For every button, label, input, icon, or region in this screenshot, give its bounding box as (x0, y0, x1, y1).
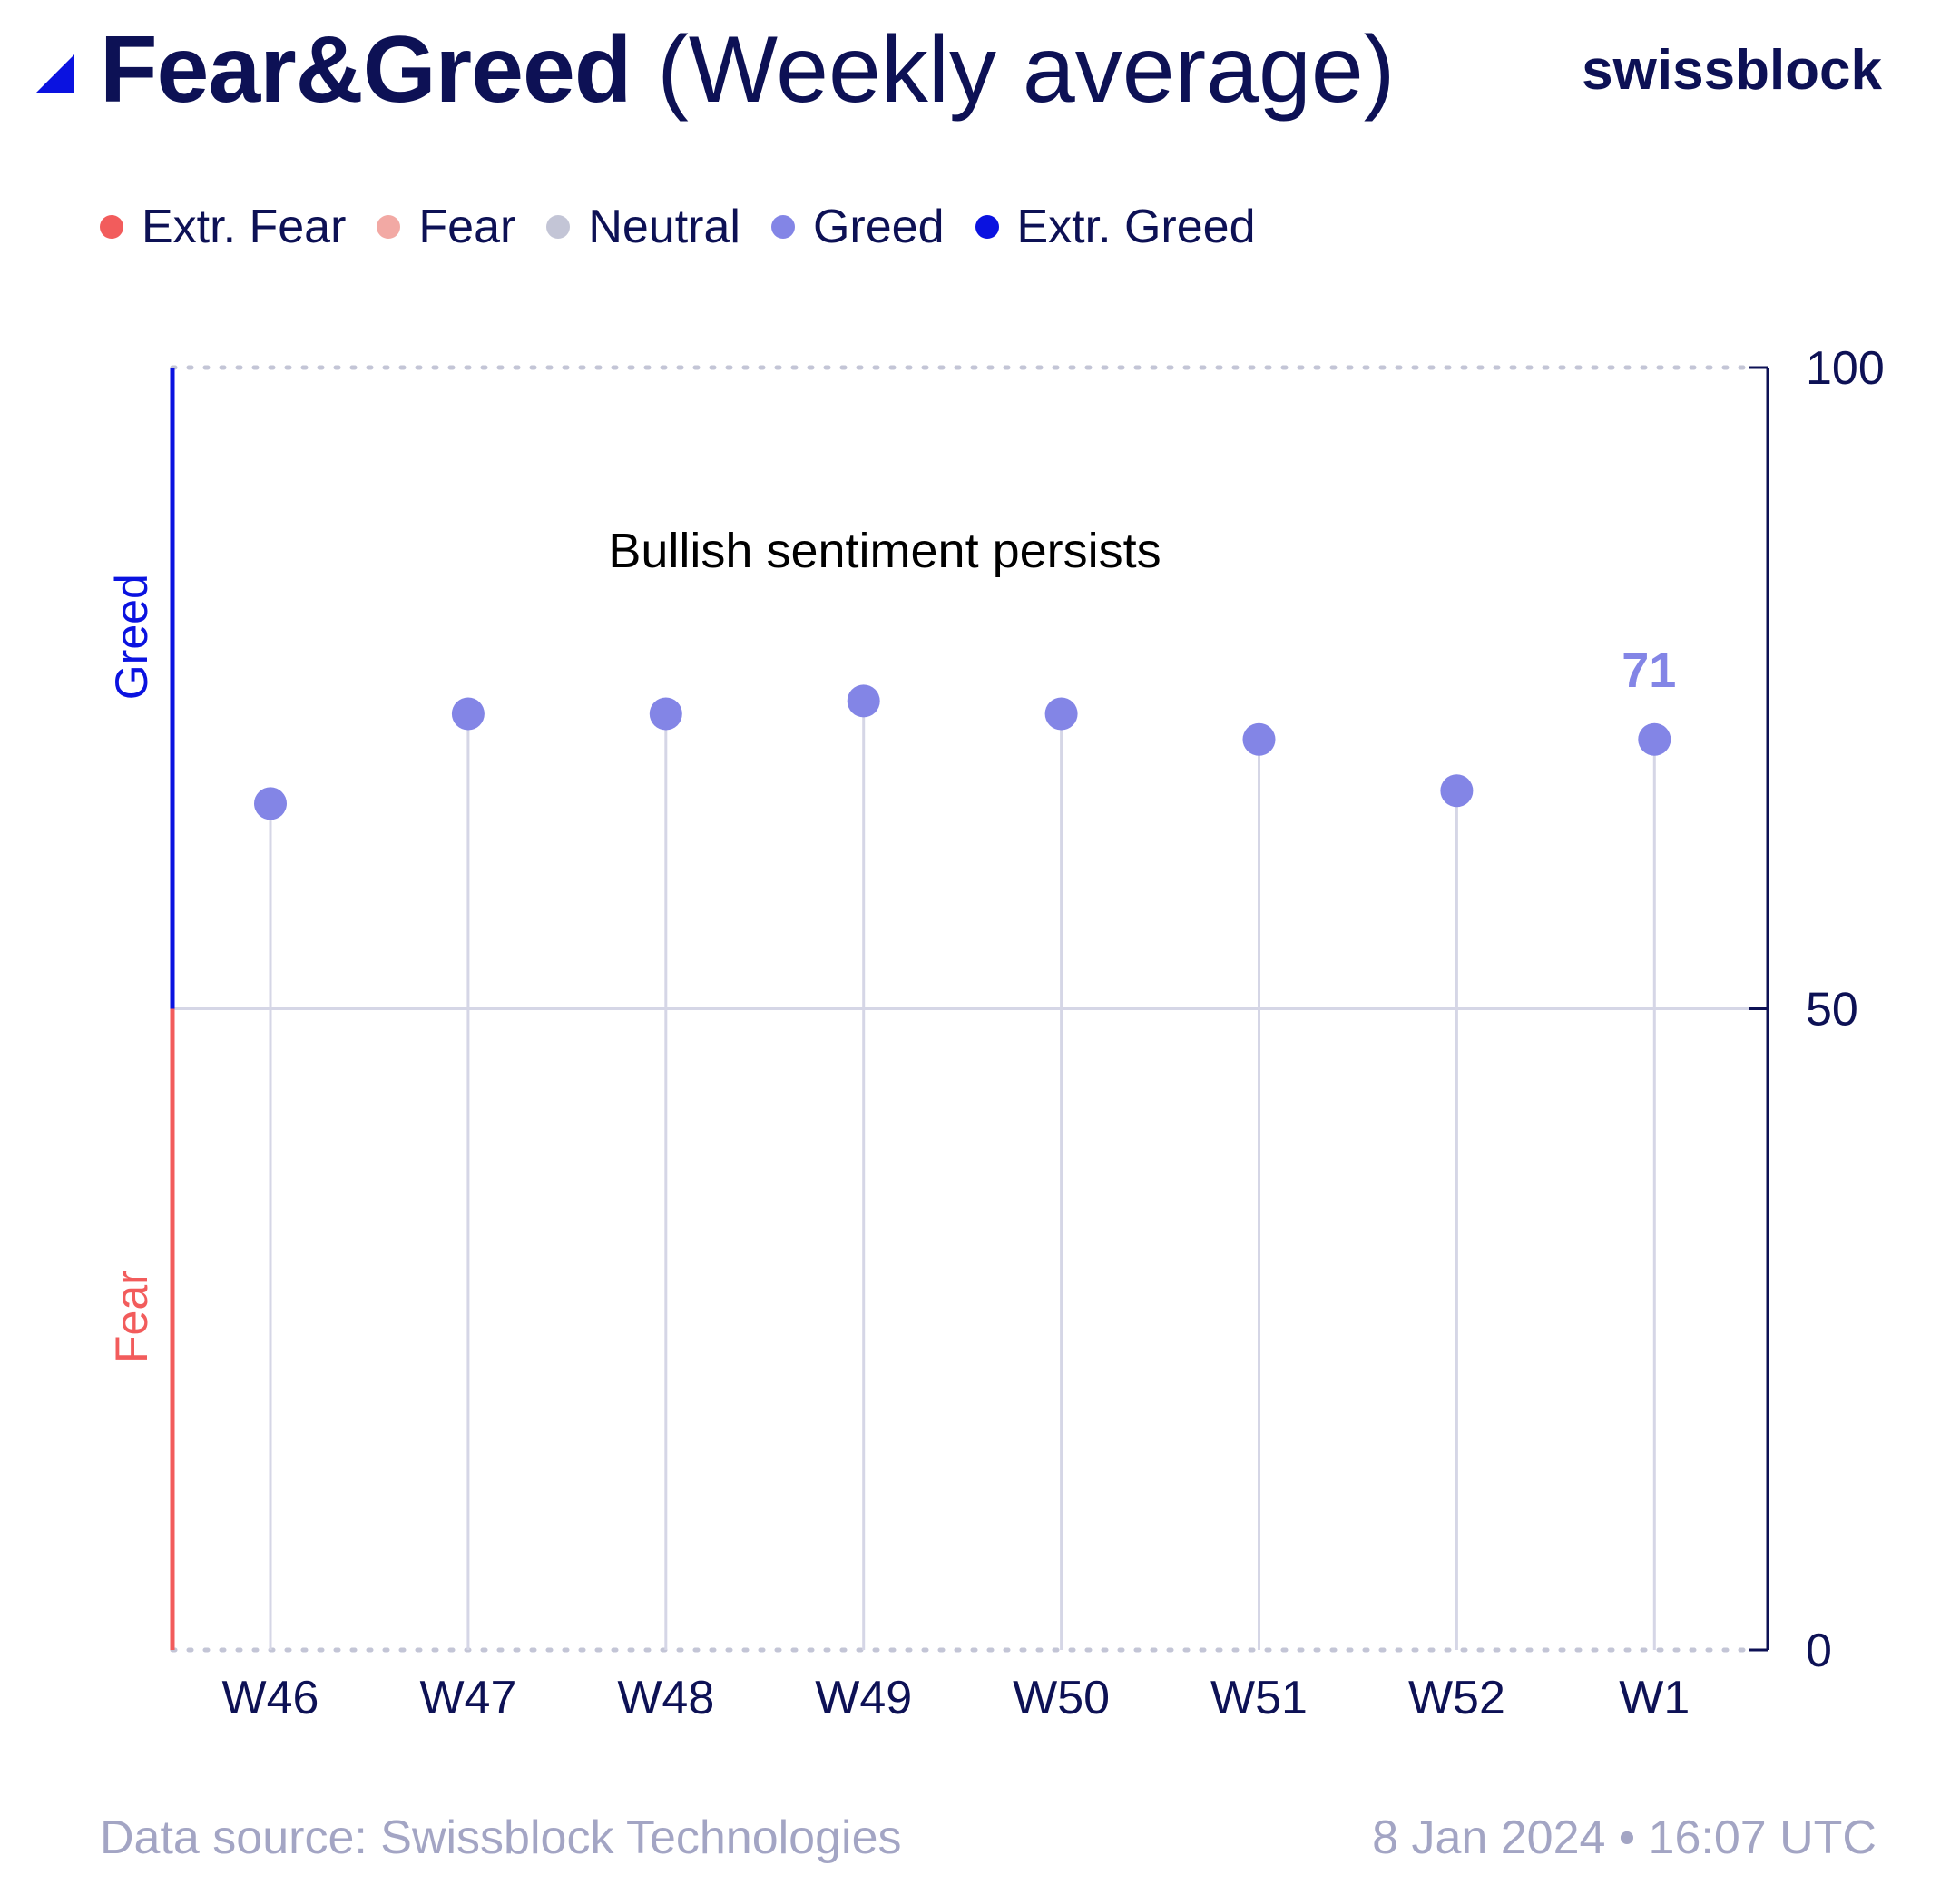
legend-dot-icon (770, 215, 795, 239)
legend-dot-icon (975, 215, 999, 239)
data-point (847, 684, 880, 718)
legend-item: Greed (770, 200, 945, 254)
title-bold: Fear&Greed (100, 17, 632, 123)
data-point (1242, 722, 1276, 756)
data-source: Data source: Swissblock Technologies (100, 1812, 902, 1864)
timestamp: 8 Jan 2024 • 16:07 UTC (1372, 1812, 1877, 1864)
x-tick-label: W48 (617, 1672, 714, 1724)
x-tick-label: W52 (1408, 1672, 1505, 1724)
legend-item: Fear (377, 200, 515, 254)
data-point (1044, 697, 1078, 731)
legend-item: Extr. Greed (975, 200, 1256, 254)
chart-title: Fear&Greed (Weekly average) (100, 11, 1395, 129)
y-tick-label: 50 (1806, 984, 1858, 1036)
x-tick-label: W51 (1210, 1672, 1308, 1724)
data-point (451, 697, 485, 731)
legend-label: Fear (418, 201, 516, 253)
legend-item: Neutral (546, 200, 740, 254)
legend-label: Neutral (588, 201, 740, 253)
legend-item: Extr. Fear (100, 200, 346, 254)
legend-label: Greed (812, 201, 945, 253)
x-tick-label: W50 (1013, 1672, 1110, 1724)
last-value-label: 71 (1622, 643, 1676, 698)
data-point (254, 787, 287, 820)
fear-side-label: Fear (106, 1270, 157, 1363)
x-tick-label: W47 (419, 1672, 516, 1724)
title-light: (Weekly average) (657, 17, 1396, 123)
legend: Extr. Fear Fear Neutral Greed Extr. Greed (100, 195, 1256, 259)
legend-dot-icon (377, 215, 401, 239)
data-point (1638, 722, 1671, 756)
chart-annotation: Bullish sentiment persists (608, 524, 1161, 578)
title-triangle-icon (36, 54, 74, 93)
y-tick-label: 100 (1806, 342, 1885, 395)
data-point (1440, 774, 1474, 808)
x-tick-label: W46 (222, 1672, 319, 1724)
x-tick-label: W1 (1619, 1672, 1690, 1724)
legend-dot-icon (546, 215, 571, 239)
data-point (649, 697, 682, 731)
greed-side-label: Greed (106, 574, 157, 700)
y-tick-label: 0 (1806, 1625, 1832, 1677)
legend-label: Extr. Greed (1016, 201, 1256, 253)
legend-label: Extr. Fear (142, 201, 347, 253)
brand-logo: swissblock (1582, 39, 1882, 102)
x-tick-label: W49 (815, 1672, 912, 1724)
legend-dot-icon (100, 215, 123, 239)
